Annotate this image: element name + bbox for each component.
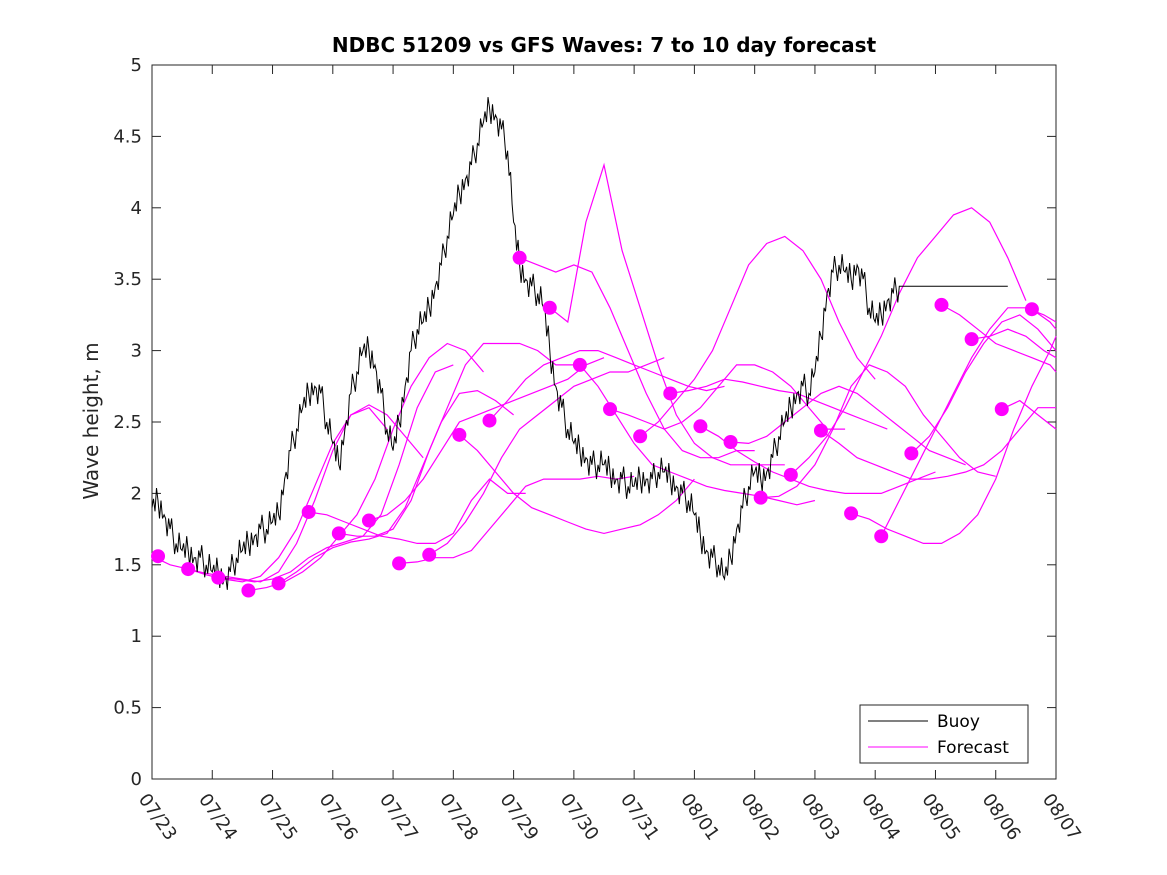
forecast-line [428,357,665,556]
x-tick-label: 08/01 [676,790,723,845]
forecast-marker [633,429,648,444]
y-tick-label: 1 [131,626,142,647]
forecast-line [971,328,1057,359]
forecast-line [700,425,936,494]
forecast-marker [783,467,798,482]
x-tick-label: 07/31 [616,790,663,845]
forecast-line [910,314,1057,454]
forecast-marker [874,529,889,544]
forecast-line [338,342,574,537]
y-tick-label: 5 [131,55,142,76]
plot-area [151,64,1057,780]
forecast-marker [904,446,919,461]
forecast-line [790,207,1027,476]
forecast-marker [964,332,979,347]
forecast-line [248,342,484,592]
forecast-line [218,364,454,583]
y-tick-label: 1.5 [113,555,142,576]
x-tick-label: 07/24 [194,790,241,845]
legend-forecast-label: Forecast [937,738,1009,758]
chart-title: NDBC 51209 vs GFS Waves: 7 to 10 day for… [332,33,877,57]
x-tick-label: 07/26 [315,790,362,845]
forecast-marker [392,556,407,571]
forecast-line [760,364,996,499]
x-tick-label: 08/03 [797,790,844,845]
forecast-line [1001,399,1057,430]
x-tick-label: 08/07 [1038,790,1085,845]
legend: Buoy Forecast [859,704,1029,764]
buoy-line [151,97,1008,590]
y-tick-label: 3 [131,341,142,362]
forecast-line [579,364,816,506]
forecast-marker [422,547,437,562]
y-axis-ticks: 0 0.5 1 1.5 2 2.5 3 3.5 4 4.5 5 [113,55,1056,790]
forecast-line [399,475,635,564]
y-tick-label: 4 [131,198,142,219]
forecast-line [639,235,876,437]
y-axis-label: Wave height, m [79,342,103,499]
forecast-marker [331,526,346,541]
forecast-marker [512,250,527,265]
x-tick-label: 07/30 [556,790,603,845]
forecast-marker [211,570,226,585]
forecast-marker [994,402,1009,417]
forecast-marker [693,419,708,434]
forecast-marker [271,576,286,591]
forecast-marker [753,490,768,505]
forecast-marker [603,402,618,417]
x-tick-label: 07/29 [496,790,543,845]
forecast-marker [181,562,196,577]
x-tick-label: 08/02 [737,790,784,845]
forecast-marker [663,386,678,401]
forecast-line [308,478,526,544]
forecast-marker [844,506,859,521]
forecast-series [151,162,1057,592]
forecast-marker [301,504,316,519]
forecast-marker [482,413,497,428]
forecast-marker [1024,302,1039,317]
forecast-line [820,407,1056,480]
forecast-marker [542,300,557,315]
y-tick-label: 0.5 [113,698,142,719]
plot-frame [151,64,1057,780]
forecast-marker [452,427,467,442]
forecast-marker [151,549,166,564]
forecast-line [459,434,695,535]
forecast-marker [934,297,949,312]
forecast-marker [572,357,587,372]
forecast-line [519,257,755,459]
x-tick-label: 08/06 [978,790,1025,845]
x-tick-label: 07/28 [435,790,482,845]
forecast-line [368,357,605,522]
forecast-line [850,336,1057,544]
legend-buoy-label: Buoy [937,712,980,732]
forecast-line [489,350,725,422]
forecast-marker [361,513,376,528]
forecast-line [609,364,846,430]
y-tick-label: 0 [131,769,142,790]
y-tick-label: 2 [131,483,142,504]
forecast-marker [241,583,256,598]
x-tick-label: 07/25 [254,790,301,845]
x-tick-label: 08/04 [857,790,904,845]
forecast-marker [813,423,828,438]
y-tick-label: 2.5 [113,412,142,433]
forecast-markers [151,250,1039,598]
x-tick-label: 07/27 [375,790,422,845]
buoy-series [151,97,1008,590]
forecast-line [941,304,1057,373]
x-tick-label: 08/05 [917,790,964,845]
x-tick-label: 07/23 [134,790,181,845]
forecast-marker [723,434,738,449]
y-tick-label: 3.5 [113,269,142,290]
legend-box [859,704,1029,764]
forecast-line [1031,308,1057,330]
y-tick-label: 4.5 [113,126,142,147]
forecast-line [670,378,888,430]
forecast-line [278,389,514,584]
